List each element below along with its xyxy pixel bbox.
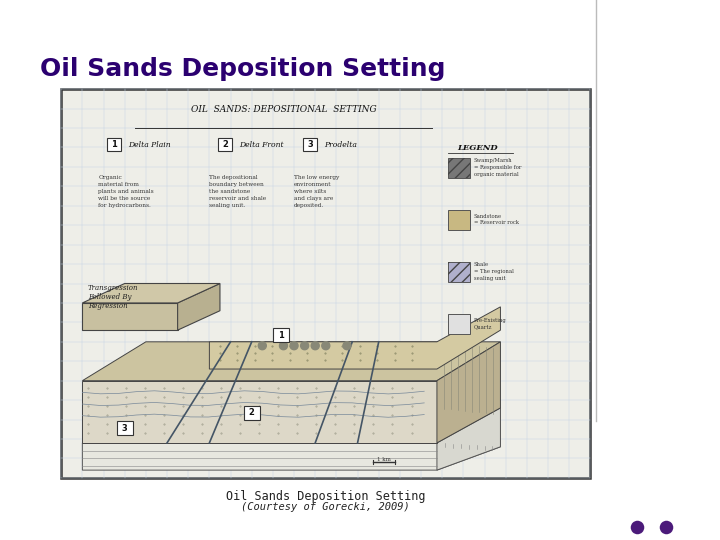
Bar <box>448 210 469 230</box>
Text: Transgression
Followed By
Regression: Transgression Followed By Regression <box>88 284 138 310</box>
Circle shape <box>279 342 287 350</box>
Bar <box>448 158 469 178</box>
FancyBboxPatch shape <box>107 138 121 151</box>
Point <box>631 522 643 531</box>
Circle shape <box>290 342 298 350</box>
Text: 1: 1 <box>111 140 117 149</box>
Text: Shale
= The regional
sealing unit: Shale = The regional sealing unit <box>474 262 513 281</box>
Polygon shape <box>82 284 220 303</box>
Text: Organic
material from
plants and animals
will be the source
for hydrocarbons.: Organic material from plants and animals… <box>98 174 154 208</box>
Polygon shape <box>82 381 437 443</box>
Bar <box>61 89 590 478</box>
Polygon shape <box>82 303 178 330</box>
Polygon shape <box>82 408 500 470</box>
Circle shape <box>311 342 319 350</box>
Text: Oil Sands Deposition Setting: Oil Sands Deposition Setting <box>40 57 445 80</box>
Text: Delta Front: Delta Front <box>239 140 284 148</box>
Polygon shape <box>82 342 500 381</box>
Bar <box>448 158 469 178</box>
Bar <box>448 261 469 281</box>
Text: (Courtesy of Gorecki, 2009): (Courtesy of Gorecki, 2009) <box>241 502 410 512</box>
Circle shape <box>258 342 266 350</box>
Text: Oil Sands Deposition Setting: Oil Sands Deposition Setting <box>226 490 426 503</box>
Text: 3: 3 <box>122 424 127 433</box>
Text: OIL  SANDS: DEPOSITIONAL  SETTING: OIL SANDS: DEPOSITIONAL SETTING <box>191 105 377 113</box>
Bar <box>448 314 469 334</box>
Text: LEGEND: LEGEND <box>457 144 498 152</box>
Circle shape <box>301 342 309 350</box>
FancyBboxPatch shape <box>273 328 289 342</box>
Text: Delta Plain: Delta Plain <box>128 140 171 148</box>
Text: Swamp/Marsh
= Responsible for
organic material: Swamp/Marsh = Responsible for organic ma… <box>474 158 521 177</box>
Circle shape <box>322 342 330 350</box>
Text: Pre-Existing
Quartz: Pre-Existing Quartz <box>474 318 506 329</box>
Text: 3: 3 <box>307 140 312 149</box>
Polygon shape <box>437 342 500 443</box>
Text: 2: 2 <box>249 408 255 417</box>
Polygon shape <box>437 408 500 470</box>
Text: Prodelta: Prodelta <box>324 140 357 148</box>
FancyBboxPatch shape <box>243 406 260 420</box>
Text: The low energy
environment
where silts
and clays are
deposited.: The low energy environment where silts a… <box>294 174 339 208</box>
Text: Sandstone
= Reservoir rock: Sandstone = Reservoir rock <box>474 214 518 225</box>
Text: 1 km: 1 km <box>377 457 392 462</box>
FancyBboxPatch shape <box>303 138 317 151</box>
Polygon shape <box>210 307 500 369</box>
Text: The depositional
boundary between
the sandstone
reservoir and shale
sealing unit: The depositional boundary between the sa… <box>210 174 266 208</box>
FancyBboxPatch shape <box>117 421 132 435</box>
Polygon shape <box>178 284 220 330</box>
Point <box>660 522 672 531</box>
Bar <box>448 261 469 281</box>
Text: 2: 2 <box>222 140 228 149</box>
Text: 1: 1 <box>278 330 284 340</box>
FancyBboxPatch shape <box>218 138 233 151</box>
Circle shape <box>343 342 351 350</box>
